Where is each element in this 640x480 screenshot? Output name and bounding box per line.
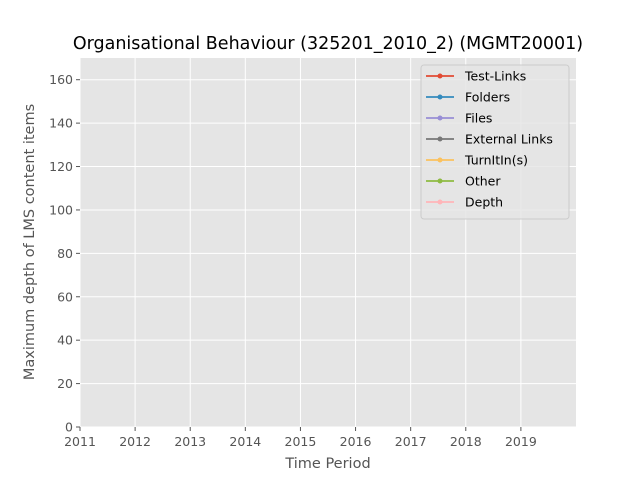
legend-swatch-marker [437,73,443,79]
legend-box [420,64,570,220]
y-tick-label: 140 [49,116,73,131]
legend-swatch-marker [437,199,443,205]
legend-label: Other [465,174,501,189]
x-tick-label: 2019 [505,434,537,449]
y-tick-label: 160 [49,72,73,87]
legend-swatch-marker [437,178,443,184]
y-tick-label: 100 [49,202,73,217]
legend-label: Files [465,111,492,126]
legend-label: Test-Links [464,69,526,84]
x-tick-label: 2011 [64,434,96,449]
x-tick-label: 2015 [285,434,317,449]
legend-swatch-marker [437,157,443,163]
x-tick-label: 2012 [119,434,151,449]
y-tick-label: 0 [65,420,73,435]
y-tick-label: 60 [57,289,73,304]
y-tick-label: 40 [57,333,73,348]
x-tick-label: 2014 [229,434,261,449]
legend-label: External Links [465,132,553,147]
x-tick-label: 2018 [450,434,482,449]
legend-swatch-marker [437,136,443,142]
legend-label: TurnItIn(s) [464,153,528,168]
legend: Test-Links Folders Files External Links Turn… [420,64,570,220]
x-axis-ticks: 2011 2012 2013 2014 2015 2016 2017 2018 2019 [64,427,537,449]
x-tick-label: 2017 [395,434,427,449]
legend-swatch-marker [437,94,443,100]
grid [79,58,576,428]
legend-label: Depth [465,195,503,210]
legend-swatch-marker [437,115,443,121]
chart-title: Organisational Behaviour (325201_2010_2)… [73,34,583,54]
x-tick-label: 2013 [174,434,206,449]
y-tick-label: 120 [49,159,73,174]
y-tick-label: 80 [57,246,73,261]
legend-label: Folders [465,90,510,105]
y-axis-label: Maximum depth of LMS content items [22,104,38,380]
y-axis-ticks: 0 20 40 60 80 100 120 140 160 [49,72,80,435]
x-tick-label: 2016 [340,434,372,449]
y-tick-label: 20 [57,376,73,391]
x-axis-label: Time Period [284,456,370,472]
